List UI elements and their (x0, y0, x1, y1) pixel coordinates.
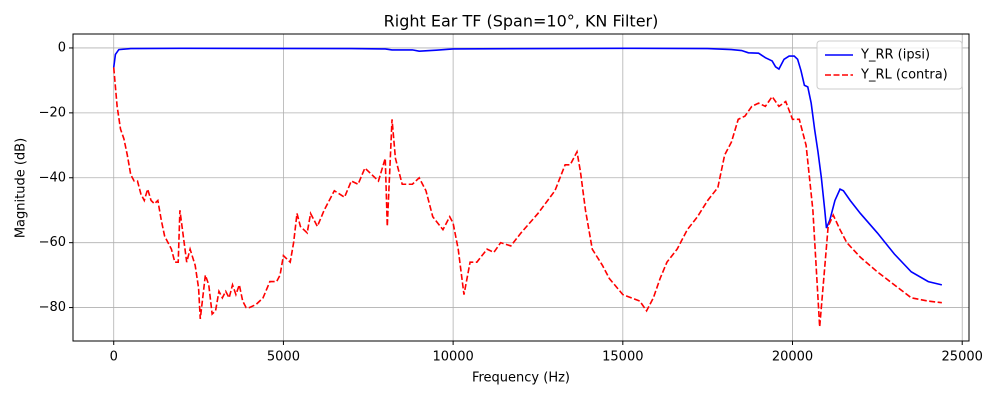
x-axis-label: Frequency (Hz) (472, 371, 570, 386)
y-tick-label: −20 (39, 105, 66, 120)
x-tick-label: 5000 (267, 350, 300, 365)
x-tick-label: 15000 (602, 350, 643, 365)
plot-frame (72, 33, 970, 342)
y-tick-label: −80 (39, 300, 66, 315)
series-line (112, 67, 942, 328)
chart-title: Right Ear TF (Span=10°, KN Filter) (384, 12, 659, 31)
legend-box (816, 40, 963, 90)
x-tick-label: 0 (110, 350, 118, 365)
y-tick-label: −40 (39, 170, 66, 185)
y-tick-label: 0 (58, 40, 66, 55)
y-tick-label: −60 (39, 235, 66, 250)
y-axis-label: Magnitude (dB) (14, 138, 29, 238)
x-tick-label: 20000 (772, 350, 813, 365)
series-line (112, 47, 943, 286)
legend-label: Y_RR (ipsi) (860, 48, 930, 63)
x-tick-label: 25000 (942, 350, 983, 365)
x-tick-label: 10000 (432, 350, 473, 365)
legend-label: Y_RL (contra) (860, 68, 948, 83)
